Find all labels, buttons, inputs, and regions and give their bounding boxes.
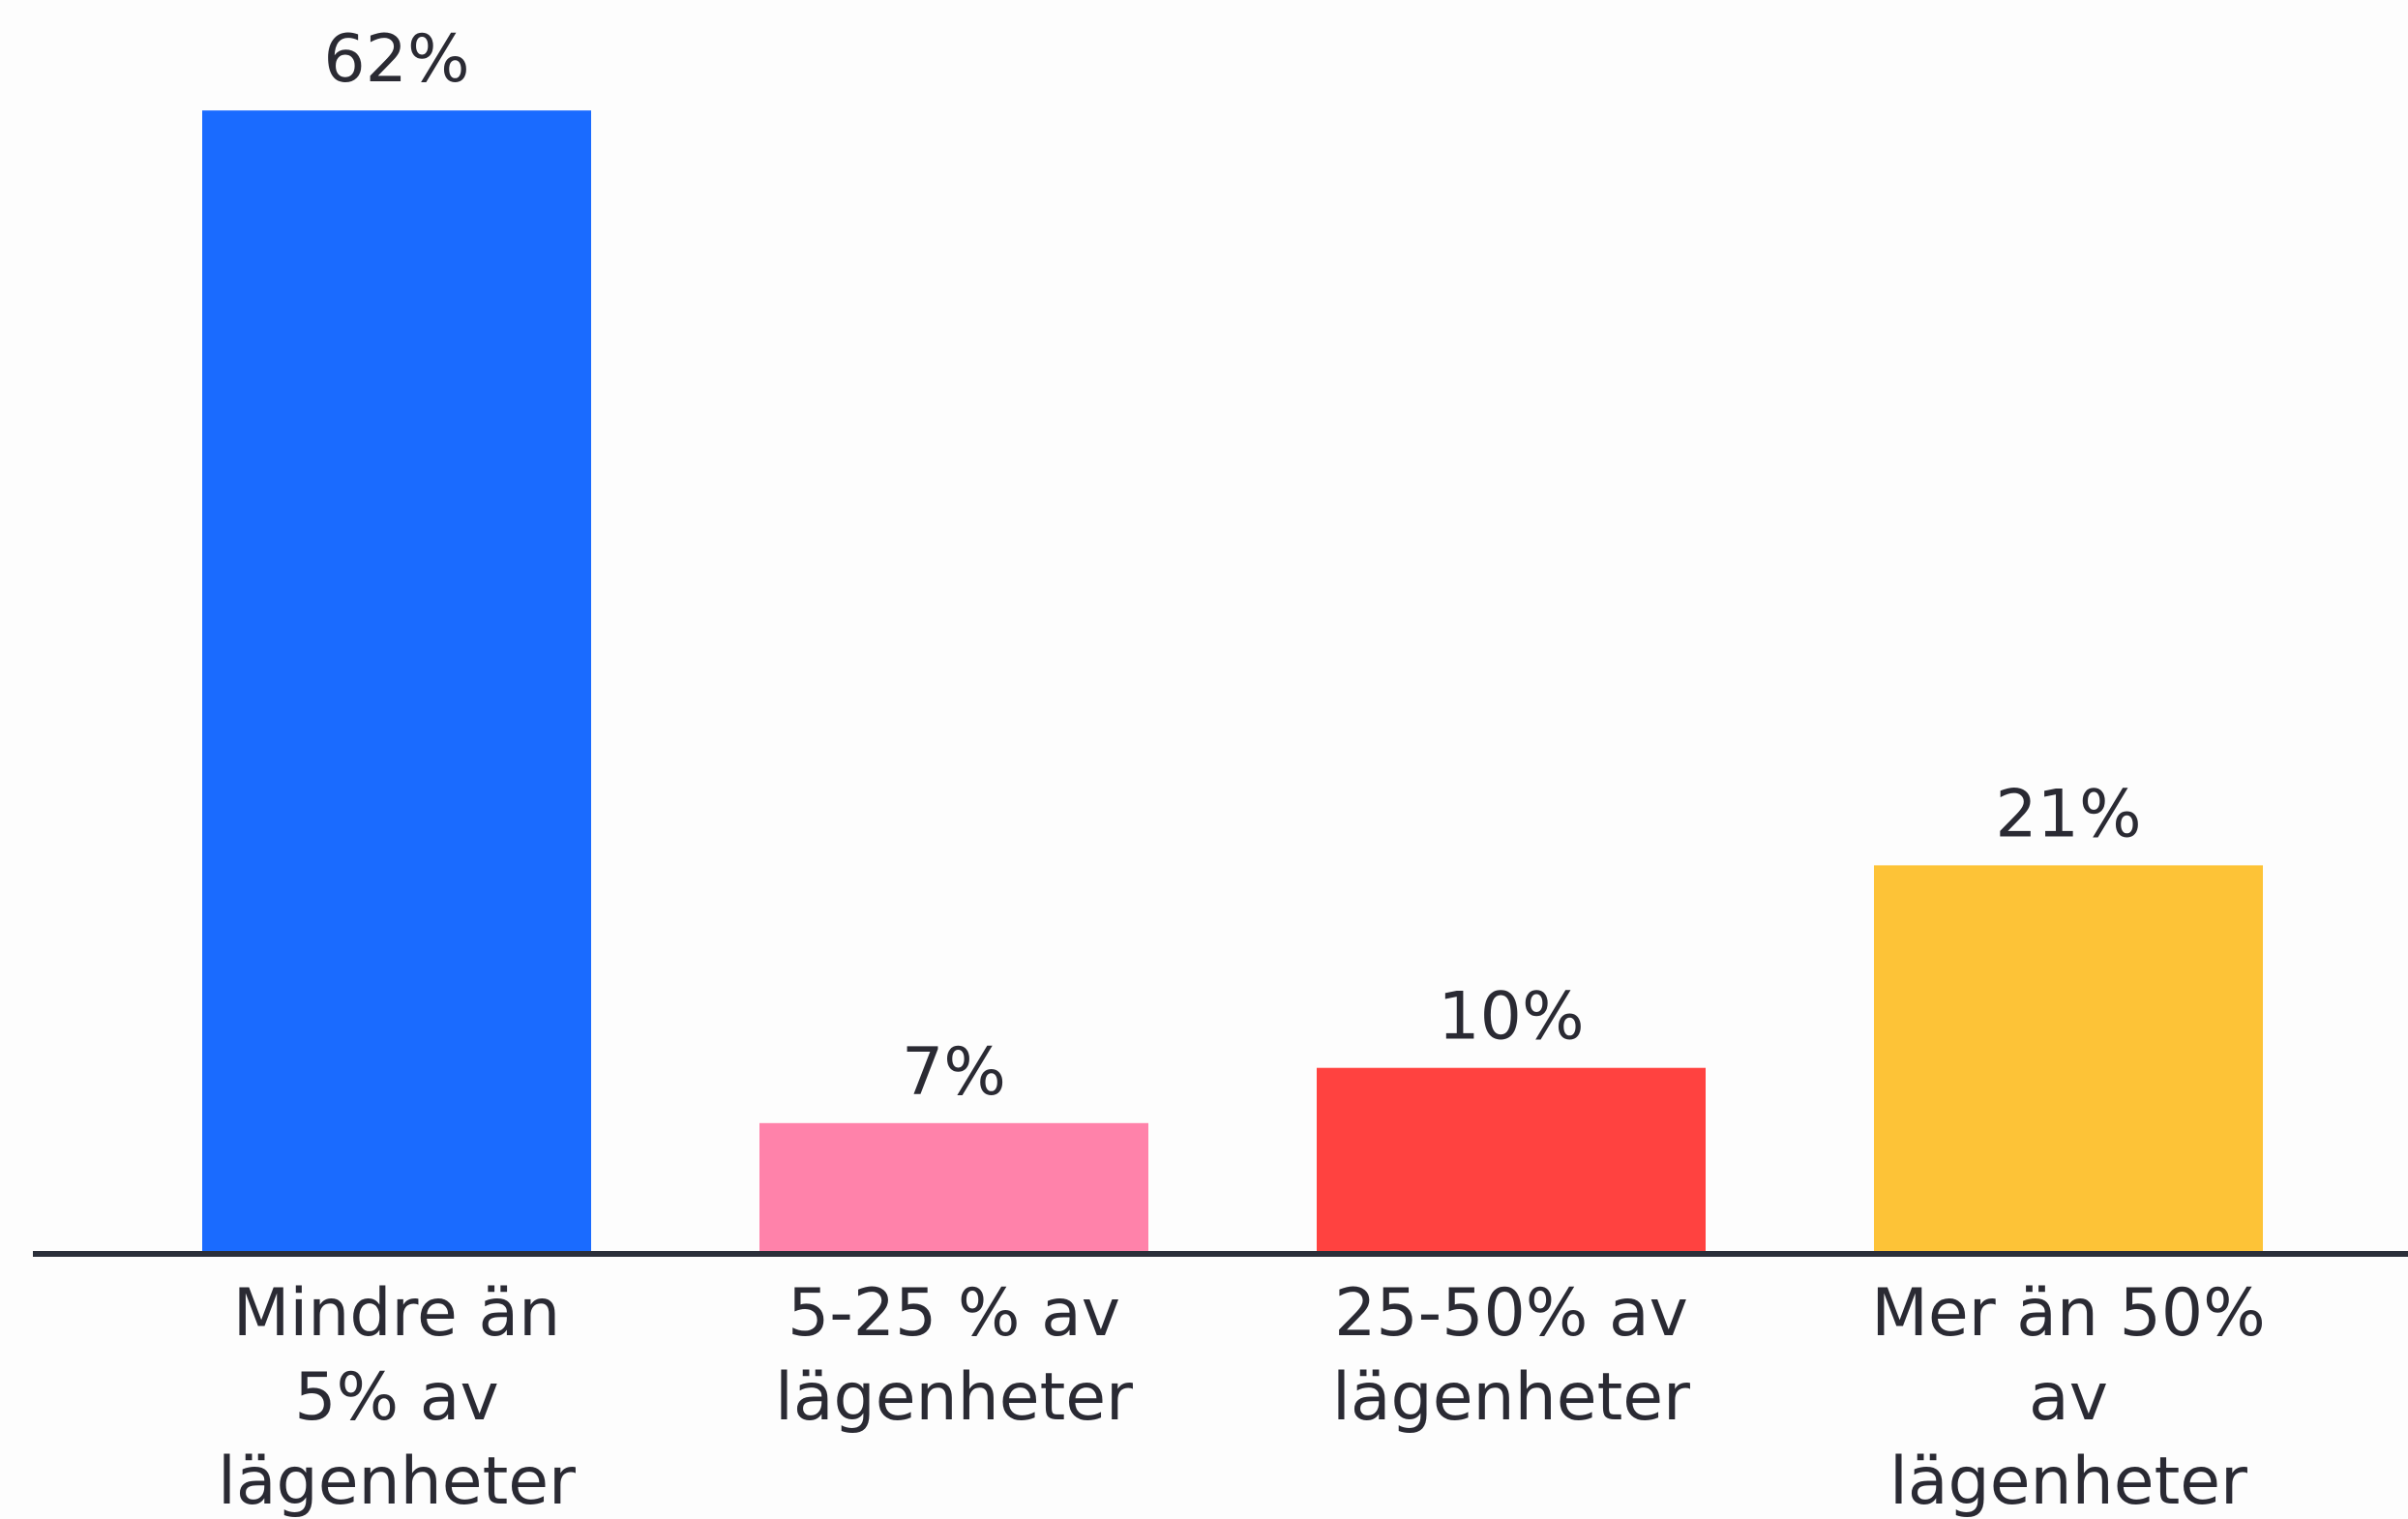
bar: [1317, 1067, 1706, 1252]
value-label: 7%: [902, 1034, 1006, 1111]
x-tick-label: Mindre än 5% av lägenheter: [218, 1275, 576, 1519]
bar: [1874, 865, 2263, 1252]
x-tick-label: 25-50% av lägenheter: [1332, 1275, 1690, 1436]
value-label: 10%: [1438, 979, 1584, 1056]
bar: [759, 1122, 1148, 1252]
x-tick-label: 5-25 % av lägenheter: [775, 1275, 1133, 1436]
value-label: 62%: [323, 21, 469, 98]
value-label: 21%: [1995, 776, 2141, 852]
x-tick-label: Mer än 50% av lägenheter: [1871, 1275, 2266, 1519]
bar: [202, 110, 591, 1252]
